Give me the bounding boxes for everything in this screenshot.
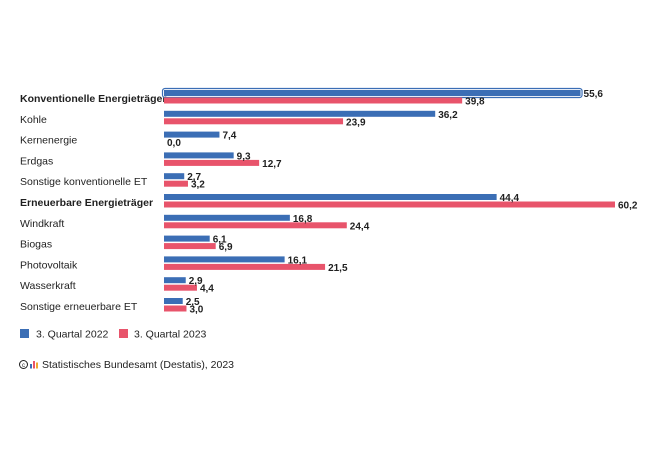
value-label-windkraft-2023: 24,4 — [350, 221, 370, 232]
source-line: c Statistisches Bundesamt (Destatis), 20… — [19, 359, 234, 371]
bar-erneuerbare-energietraeger-2023 — [164, 201, 615, 208]
legend-label-2023: 3. Quartal 2023 — [134, 329, 207, 341]
svg-text:c: c — [22, 363, 25, 369]
bar-konventionelle-energietraeger-2022 — [164, 90, 581, 96]
bar-erneuerbare-energietraeger-2022 — [164, 194, 497, 200]
value-label-erneuerbare-energietraeger-2022: 44,4 — [500, 193, 520, 204]
bar-sonstige-erneuerbare-et-2022 — [164, 298, 183, 304]
value-label-kernenergie-2023: 0,0 — [167, 138, 181, 149]
value-label-kohle-2022: 36,2 — [438, 110, 458, 121]
value-label-sonstige-konventionelle-et-2023: 3,2 — [191, 180, 205, 191]
bar-kohle-2022 — [164, 110, 436, 117]
value-label-kohle-2023: 23,9 — [346, 117, 366, 128]
value-label-erneuerbare-energietraeger-2023: 60,2 — [618, 201, 638, 212]
bar-sonstige-erneuerbare-et-2023 — [164, 305, 187, 312]
value-label-sonstige-konventionelle-et-2022: 2,7 — [187, 172, 201, 183]
bar-sonstige-konventionelle-et-2023 — [164, 180, 188, 187]
bar-erdgas-2022 — [164, 152, 234, 159]
category-label-konventionelle-energietraeger: Konventionelle Energieträger — [20, 93, 166, 105]
value-label-kernenergie-2022: 7,4 — [222, 131, 236, 142]
legend-swatch-2022 — [20, 329, 29, 338]
bar-wasserkraft-2023 — [164, 284, 197, 291]
value-label-sonstige-erneuerbare-et-2023: 3,0 — [189, 305, 203, 316]
bar-windkraft-2023 — [164, 222, 347, 229]
bar-photovoltaik-2022 — [164, 256, 285, 263]
category-label-wasserkraft: Wasserkraft — [20, 280, 76, 292]
source-text: Statistisches Bundesamt (Destatis), 2023 — [42, 359, 234, 371]
category-label-sonstige-konventionelle-et: Sonstige konventionelle ET — [20, 176, 148, 188]
bar-biogas-2023 — [164, 243, 216, 250]
destatis-logo-icon — [30, 361, 38, 369]
value-label-erdgas-2023: 12,7 — [262, 159, 282, 170]
bar-konventionelle-energietraeger-2023 — [164, 97, 463, 104]
value-label-windkraft-2022: 16,8 — [293, 214, 313, 225]
category-label-kohle: Kohle — [20, 114, 47, 126]
bar-wasserkraft-2022 — [164, 277, 186, 284]
category-label-kernenergie: Kernenergie — [20, 135, 77, 147]
bar-erdgas-2023 — [164, 159, 260, 166]
value-label-photovoltaik-2023: 21,5 — [328, 263, 348, 274]
value-label-biogas-2023: 6,9 — [219, 242, 233, 253]
bar-kernenergie-2022 — [164, 131, 220, 138]
category-label-sonstige-erneuerbare-et: Sonstige erneuerbare ET — [20, 301, 138, 313]
value-label-wasserkraft-2023: 4,4 — [200, 284, 214, 295]
category-label-biogas: Biogas — [20, 239, 52, 251]
legend-label-2022: 3. Quartal 2022 — [36, 329, 109, 341]
bars — [161, 87, 615, 312]
bar-kohle-2023 — [164, 118, 344, 125]
category-label-photovoltaik: Photovoltaik — [20, 259, 78, 271]
value-labels: 55,6 39,8 36,2 23,9 7,4 0,0 9,3 12,7 2,73,2 44,4 6… — [167, 89, 638, 316]
category-labels: Konventionelle Energieträger Kohle Kernene… — [20, 93, 166, 313]
category-label-erdgas: Erdgas — [20, 155, 53, 167]
copyright-icon: c — [19, 360, 28, 369]
value-label-konventionelle-energietraeger-2023: 39,8 — [465, 97, 485, 108]
bar-photovoltaik-2023 — [164, 263, 326, 270]
bar-windkraft-2022 — [164, 214, 290, 221]
value-label-konventionelle-energietraeger-2022: 55,6 — [584, 89, 604, 100]
value-label-sonstige-erneuerbare-et-2022: 2,5 — [186, 297, 200, 308]
value-label-photovoltaik-2022: 16,1 — [288, 255, 308, 266]
category-label-windkraft: Windkraft — [20, 218, 64, 230]
bar-biogas-2022 — [164, 235, 210, 242]
value-label-biogas-2022: 6,1 — [213, 235, 227, 246]
legend: 3. Quartal 2022 3. Quartal 2023 — [20, 329, 207, 341]
legend-swatch-2023 — [119, 329, 128, 338]
value-label-erdgas-2022: 9,3 — [237, 151, 251, 162]
value-label-wasserkraft-2022: 2,9 — [189, 276, 203, 287]
bar-sonstige-konventionelle-et-2022 — [164, 173, 185, 180]
category-label-erneuerbare-energietraeger: Erneuerbare Energieträger — [20, 197, 153, 209]
